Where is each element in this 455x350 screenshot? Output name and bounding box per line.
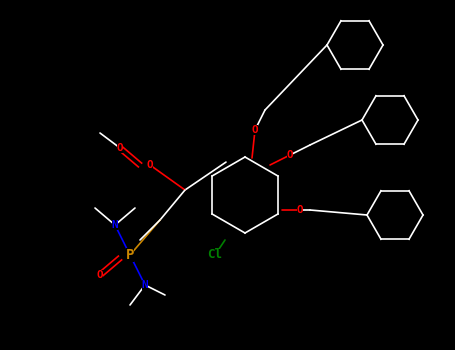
Text: O: O (116, 143, 123, 153)
Text: O: O (96, 270, 103, 280)
Text: O: O (297, 205, 303, 215)
Text: N: N (111, 220, 118, 230)
Text: O: O (287, 150, 293, 160)
Text: Cl: Cl (207, 248, 222, 261)
Text: P: P (126, 248, 134, 262)
Text: N: N (142, 280, 148, 290)
Text: O: O (147, 160, 153, 170)
Text: O: O (252, 125, 258, 135)
